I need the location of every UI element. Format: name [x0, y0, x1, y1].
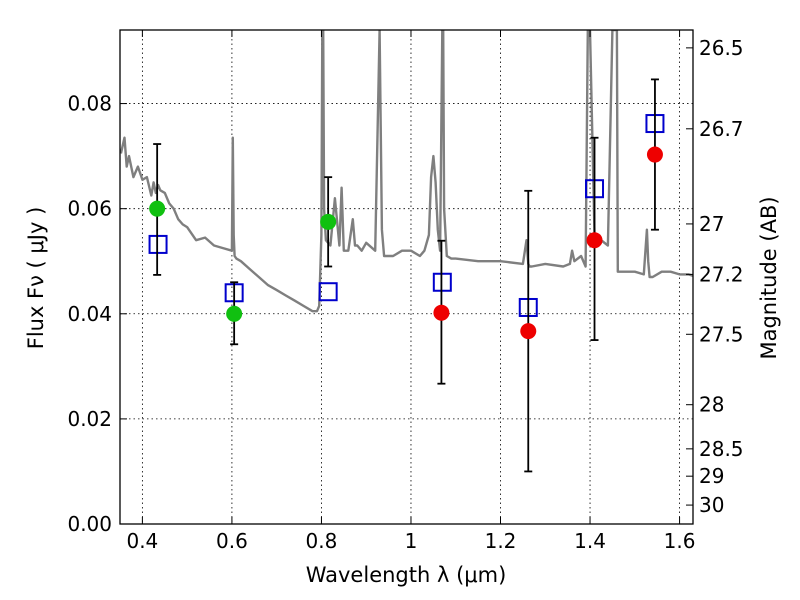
x-tick-label: 1.2: [485, 529, 517, 553]
right-tick-label: 26.7: [699, 117, 744, 141]
model-spectrum-line: [120, 30, 693, 313]
green-data-point: [226, 305, 243, 322]
right-axis-label: Magnitude (AB): [757, 196, 781, 359]
red-data-point: [433, 304, 450, 321]
x-tick-label: 0.6: [216, 529, 248, 553]
right-tick-label: 27: [699, 212, 724, 236]
right-tick-label: 27.2: [699, 262, 744, 286]
y-tick-label: 0.02: [67, 407, 112, 431]
ticks: 0.4 0.6 0.8 1 1.2 1.4 1.6 0.00 0.02 0.04 0.06 0.08 2…: [67, 30, 744, 553]
x-tick-label: 0.4: [126, 529, 158, 553]
green-data-point: [320, 213, 337, 230]
model-flux-square: [318, 282, 338, 302]
red-data-point: [586, 232, 603, 249]
plot-area: [120, 30, 693, 473]
x-tick-label: 1.6: [664, 529, 696, 553]
red-data-point: [520, 323, 537, 340]
x-tick-label: 1.4: [574, 529, 606, 553]
y-tick-label: 0.08: [67, 92, 112, 116]
right-tick-label: 28: [699, 393, 724, 417]
right-tick-label: 29: [699, 464, 724, 488]
y-tick-label: 0.00: [67, 512, 112, 536]
right-tick-label: 27.5: [699, 322, 744, 346]
y-tick-label: 0.06: [67, 197, 112, 221]
x-axis-label: Wavelength λ (μm): [306, 563, 507, 587]
plot-frame: [119, 29, 694, 525]
green-data-point: [149, 200, 166, 217]
y-tick-label: 0.04: [67, 302, 112, 326]
right-tick-label: 28.5: [699, 437, 744, 461]
right-tick-label: 26.5: [699, 36, 744, 60]
right-tick-label: 30: [699, 493, 724, 517]
x-tick-label: 1: [405, 529, 418, 553]
red-data-point: [646, 146, 663, 163]
y-axis-label: Flux Fν ( μJy ): [24, 207, 48, 350]
x-tick-label: 0.8: [306, 529, 338, 553]
